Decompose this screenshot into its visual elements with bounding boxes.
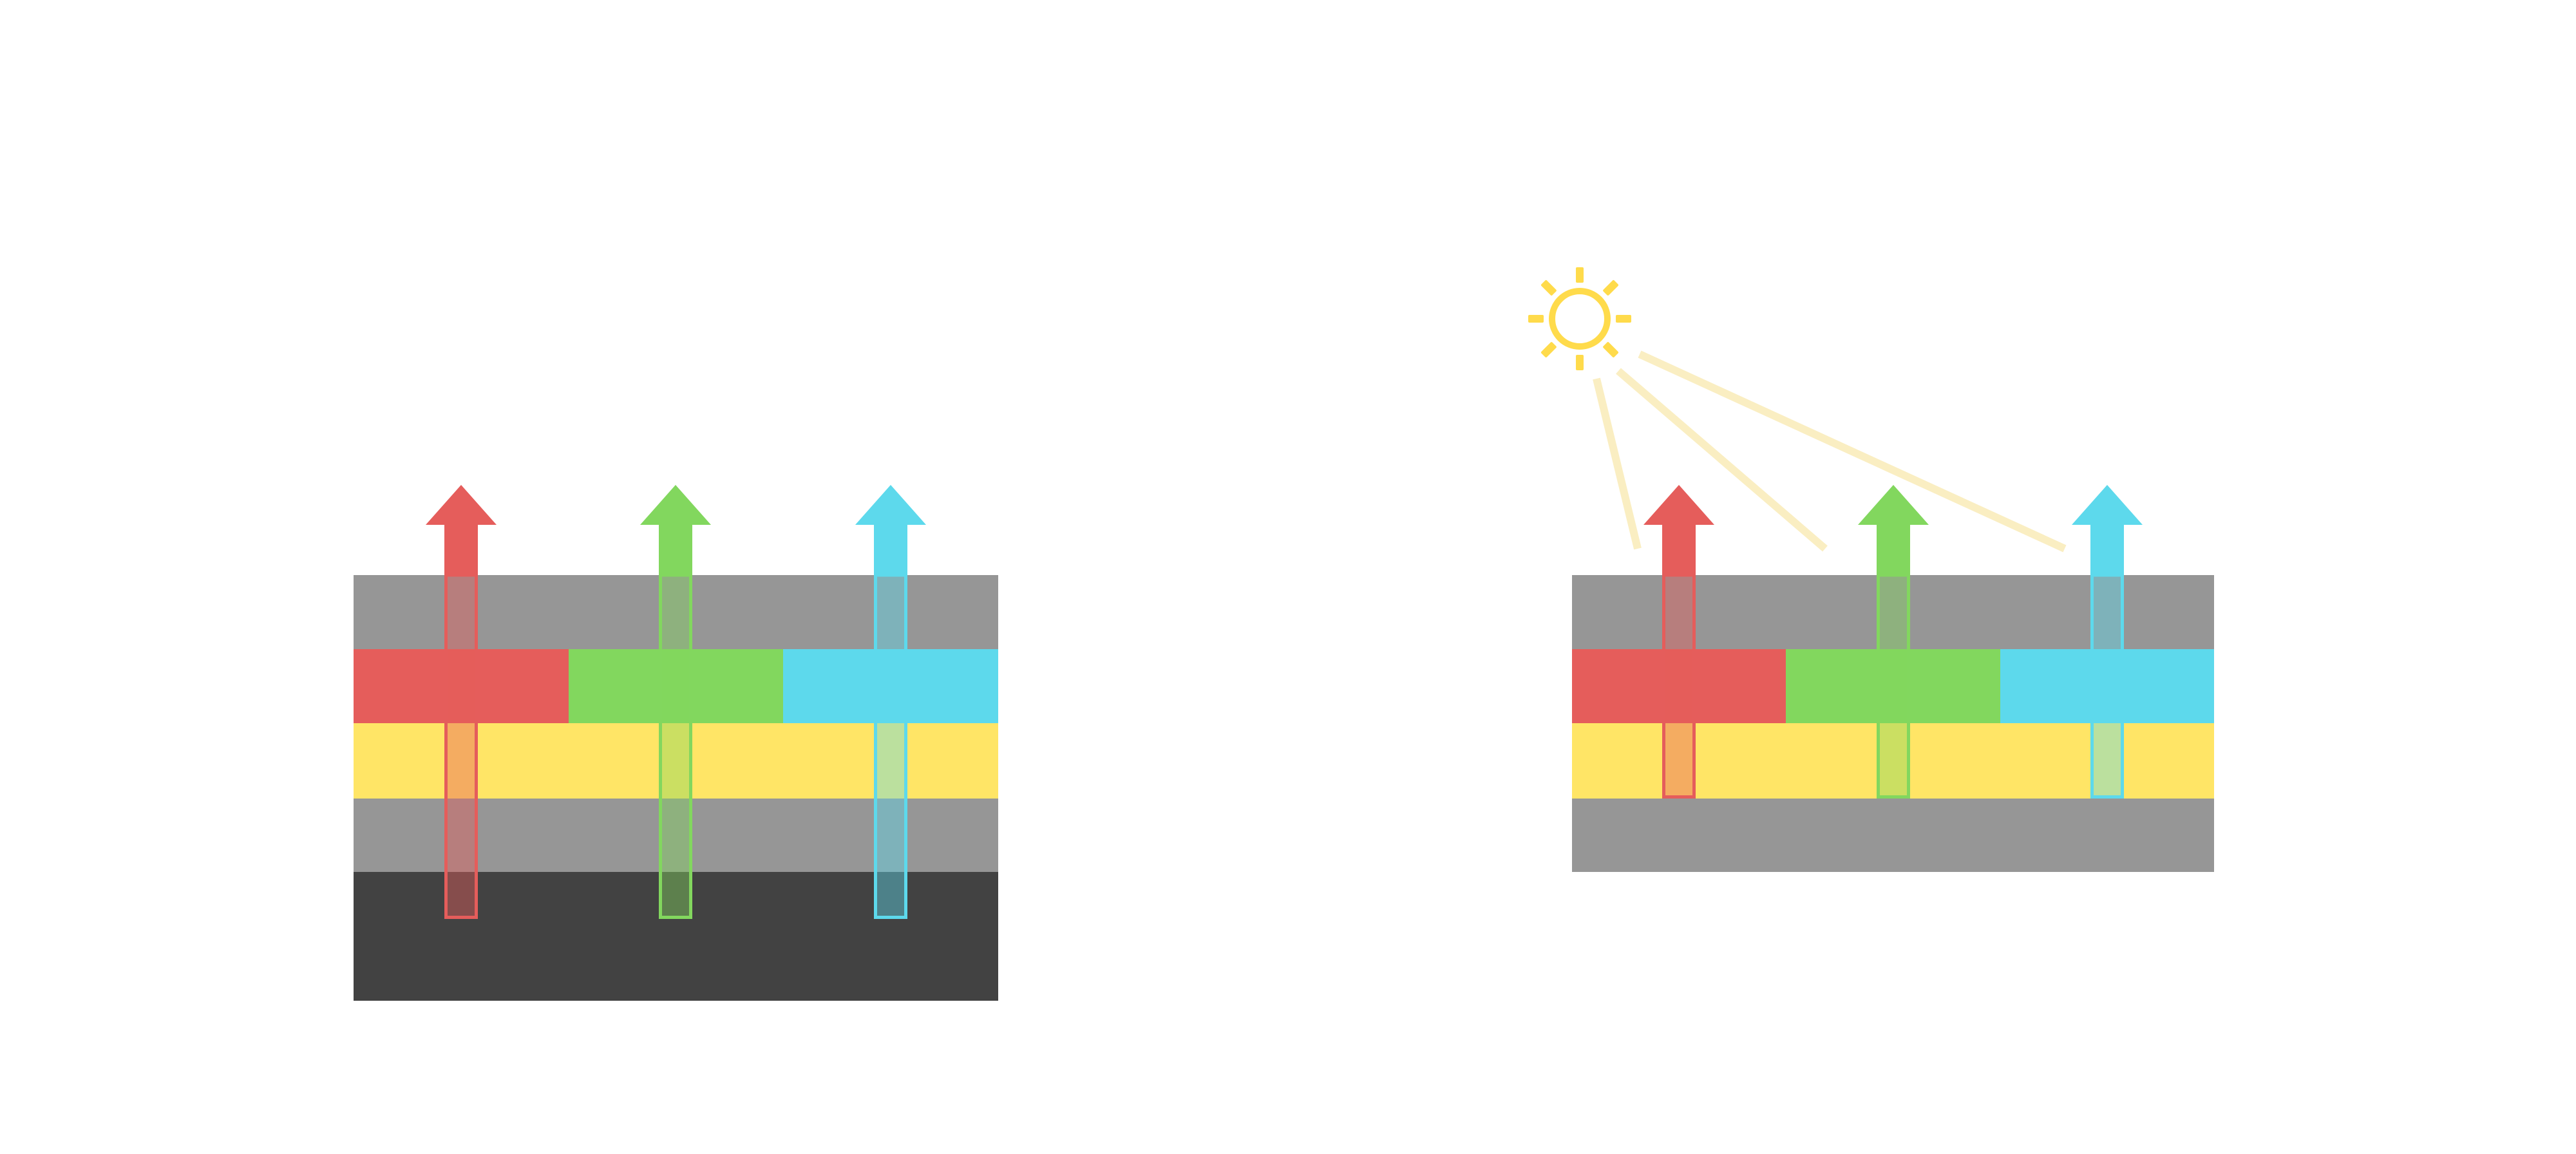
blue-light-path xyxy=(874,573,907,919)
green-light-arrow xyxy=(640,485,711,576)
red-light-path xyxy=(444,573,478,919)
red-light-path xyxy=(1662,573,1696,799)
sun-icon xyxy=(1528,267,1631,370)
sun-ray xyxy=(1616,315,1631,323)
blue-light-path xyxy=(2090,573,2124,799)
sun-ray xyxy=(1541,280,1557,296)
bottom-gray-layer xyxy=(354,799,998,872)
sun-ray xyxy=(1541,342,1557,357)
blue-light-arrow xyxy=(855,485,926,576)
top-gray-layer xyxy=(1572,575,2214,649)
top-gray-layer xyxy=(354,575,998,649)
pixel-segment-green xyxy=(569,649,783,723)
green-light-path xyxy=(659,573,692,919)
pixel-segment-green xyxy=(1786,649,2000,723)
reflective-display-stack xyxy=(1528,267,2214,872)
yellow-layer xyxy=(1572,723,2214,799)
sun-ray xyxy=(1576,267,1584,283)
sunlight-beam xyxy=(1638,350,2067,553)
pixel-segment-blue xyxy=(2000,649,2214,723)
sunlight-beam xyxy=(1616,368,1828,552)
sunlight-beam xyxy=(1593,377,1642,550)
red-light-arrow xyxy=(426,485,497,576)
sun-ray xyxy=(1603,342,1618,357)
pixel-segment-blue xyxy=(783,649,998,723)
blue-light-arrow xyxy=(2072,485,2143,576)
red-light-arrow xyxy=(1643,485,1714,576)
pixel-segment-red xyxy=(354,649,569,723)
bottom-gray-layer xyxy=(1572,799,2214,872)
sun-ring xyxy=(1549,288,1611,350)
dark-substrate-layer xyxy=(354,872,998,1001)
emissive-display-stack xyxy=(354,485,998,1001)
sun-ray xyxy=(1603,280,1618,296)
sun-ray xyxy=(1576,355,1584,370)
green-light-arrow xyxy=(1858,485,1929,576)
sun-ray xyxy=(1528,315,1544,323)
green-light-path xyxy=(1877,573,1910,799)
pixel-segment-red xyxy=(1572,649,1786,723)
yellow-layer xyxy=(354,723,998,799)
